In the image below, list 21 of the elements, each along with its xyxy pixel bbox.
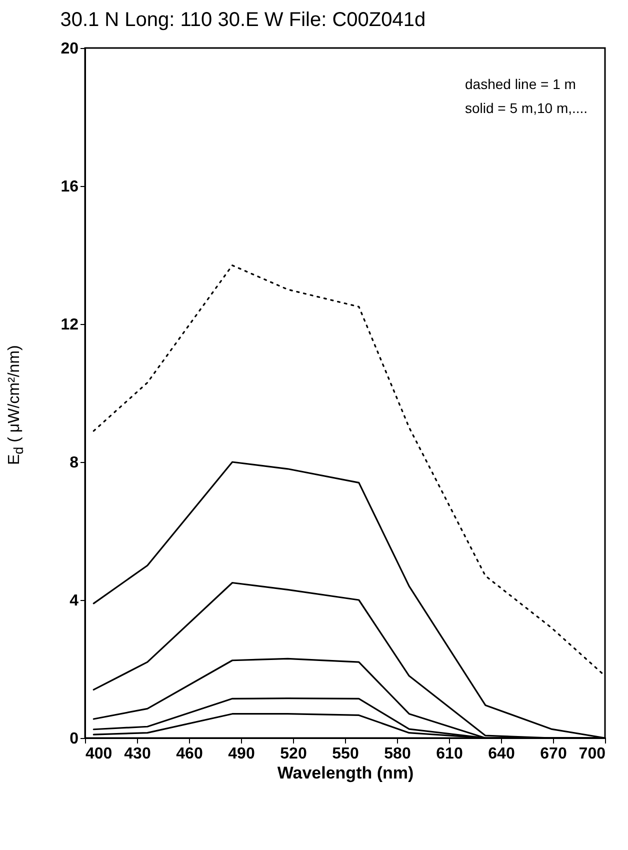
x-tick-label: 700	[578, 746, 606, 762]
x-axis-title: Wavelength (nm)	[277, 764, 414, 782]
x-tick-label: 550	[332, 746, 359, 762]
y-tick-label: 8	[70, 454, 79, 472]
y-tick-label: 20	[60, 40, 79, 58]
x-tick-label: 580	[384, 746, 411, 762]
x-tick-label: 460	[176, 746, 203, 762]
annotation: solid = 5 m,10 m,....	[465, 100, 588, 116]
x-tick-label: 520	[280, 746, 307, 762]
x-tick-label: 640	[488, 746, 515, 762]
y-tick-label: 0	[70, 730, 79, 748]
x-tick-label: 490	[228, 746, 255, 762]
y-tick-label: 16	[60, 178, 79, 196]
y-tick-label: 4	[70, 592, 79, 610]
annotation: dashed line = 1 m	[465, 76, 576, 92]
x-tick-label: 400	[86, 746, 112, 762]
chart-title: 30.1 N Long: 110 30.E W File: C00Z041d	[60, 9, 426, 31]
x-tick-label: 670	[540, 746, 567, 762]
x-tick-label: 610	[436, 746, 463, 762]
x-tick-label: 430	[124, 746, 151, 762]
y-tick-label: 12	[60, 316, 79, 334]
